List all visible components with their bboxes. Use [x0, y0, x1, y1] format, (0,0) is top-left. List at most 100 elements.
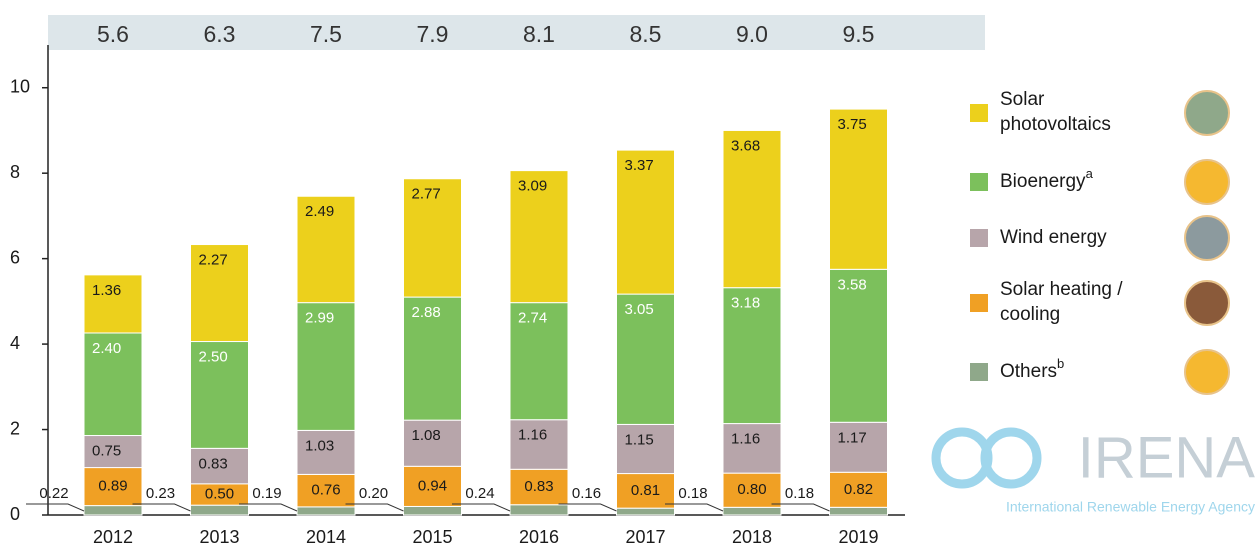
legend-icon: [1185, 350, 1229, 394]
data-label: 2.88: [412, 304, 441, 321]
legend-line: Solar: [1000, 89, 1045, 110]
data-label: 3.58: [838, 276, 867, 293]
data-label: 1.03: [305, 437, 334, 454]
legend-item: Wind energy: [970, 216, 1229, 260]
data-label: 3.18: [731, 295, 760, 312]
subtotal-label: 9.0: [736, 21, 768, 47]
data-label: 1.16: [731, 431, 760, 448]
data-label: 0.23: [146, 485, 175, 502]
bar-segment: [297, 507, 355, 515]
legend-swatch: [970, 173, 988, 191]
subtotal-label: 7.5: [310, 21, 342, 47]
data-label: 0.94: [418, 477, 447, 494]
legend-item: Solar heating / cooling: [970, 279, 1229, 325]
legend-icon: [1185, 281, 1229, 325]
subtotal-label: 8.1: [523, 21, 555, 47]
page: {"chart_data": {"type": "stacked-bar", "…: [0, 0, 1255, 550]
bar-segment: [84, 506, 142, 515]
bar-segment: [723, 507, 781, 515]
y-tick-label: 6: [10, 247, 20, 267]
data-label: 1.17: [838, 429, 867, 446]
data-label: 0.81: [631, 482, 660, 499]
legend-swatch: [970, 229, 988, 247]
data-label: 0.89: [98, 478, 127, 495]
data-label: 2.74: [518, 310, 547, 327]
y-tick-label: 10: [10, 76, 30, 96]
data-label: 3.68: [731, 137, 760, 154]
data-label: 0.18: [785, 485, 814, 502]
subtotal-label: 8.5: [630, 21, 662, 47]
data-label: 0.82: [844, 481, 873, 498]
x-tick-label: 2019: [838, 527, 878, 547]
watermark-logo: [936, 432, 1037, 484]
bar-segment: [191, 505, 249, 515]
legend-swatch: [970, 104, 988, 122]
x-tick-label: 2018: [732, 527, 772, 547]
subtotal-label: 7.9: [417, 21, 449, 47]
legend-swatch: [970, 363, 988, 381]
data-label: 0.16: [572, 485, 601, 502]
legend-label: Solar photovoltaics: [1000, 89, 1111, 135]
legend-icon: [1185, 160, 1229, 204]
leader-line: [26, 504, 84, 511]
data-label: 3.37: [625, 157, 654, 174]
data-label: 0.19: [252, 485, 281, 502]
data-label: 2.49: [305, 203, 334, 220]
data-label: 0.83: [524, 478, 553, 495]
data-label: 0.20: [359, 485, 388, 502]
data-label: 1.15: [625, 431, 654, 448]
x-tick-label: 2016: [519, 527, 559, 547]
data-label: 2.40: [92, 340, 121, 357]
y-tick-label: 4: [10, 333, 20, 353]
watermark-subtitle: International Renewable Energy Agency: [1006, 499, 1255, 515]
x-tick-label: 2017: [625, 527, 665, 547]
subtotal-label: 5.6: [97, 21, 129, 47]
legend-label: Wind energy: [1000, 227, 1107, 248]
bar-segment: [510, 505, 568, 515]
y-tick-label: 8: [10, 162, 20, 182]
data-label: 2.50: [199, 348, 228, 365]
legend-note: a: [1086, 166, 1094, 181]
data-label: 1.08: [412, 427, 441, 444]
bar-segment: [617, 508, 675, 515]
legend-swatch: [970, 294, 988, 312]
bar-segment: [830, 109, 888, 269]
data-label: 3.05: [625, 301, 654, 318]
data-label: 0.76: [311, 482, 340, 499]
data-label: 0.22: [39, 485, 68, 502]
data-label: 1.16: [518, 427, 547, 444]
data-label: 2.77: [412, 186, 441, 203]
legend-label: Othersb: [1000, 356, 1064, 382]
data-label: 0.83: [199, 455, 228, 472]
x-tick-label: 2015: [412, 527, 452, 547]
y-tick-label: 0: [10, 504, 20, 524]
legend-note: b: [1057, 356, 1064, 371]
bar-segment: [830, 507, 888, 515]
legend-line: cooling: [1000, 304, 1060, 325]
data-label: 0.75: [92, 442, 121, 459]
bar-segment: [404, 506, 462, 515]
legend-icon: [1185, 216, 1229, 260]
watermark-name: IRENA: [1078, 425, 1255, 490]
data-label: 1.36: [92, 282, 121, 299]
legend-line: photovoltaics: [1000, 114, 1111, 135]
subtotal-label: 6.3: [204, 21, 236, 47]
x-tick-label: 2012: [93, 527, 133, 547]
data-label: 0.80: [737, 481, 766, 498]
legend-item: Solar photovoltaics: [970, 89, 1229, 135]
legend-item: Othersb: [970, 350, 1229, 394]
legend-line: Solar heating /: [1000, 279, 1123, 300]
legend-item: Bioenergya: [970, 160, 1229, 204]
legend-icon: [1185, 91, 1229, 135]
data-label: 0.24: [465, 485, 494, 502]
data-label: 0.50: [205, 485, 234, 502]
data-label: 2.27: [199, 252, 228, 269]
data-label: 3.09: [518, 178, 547, 195]
data-label: 2.99: [305, 310, 334, 327]
legend-label: Bioenergya: [1000, 166, 1094, 192]
y-tick-label: 2: [10, 418, 20, 438]
chart: IRENA International Renewable Energy Age…: [0, 0, 1255, 550]
data-label: 3.75: [838, 116, 867, 133]
data-label: 0.18: [678, 485, 707, 502]
subtotal-label: 9.5: [843, 21, 875, 47]
